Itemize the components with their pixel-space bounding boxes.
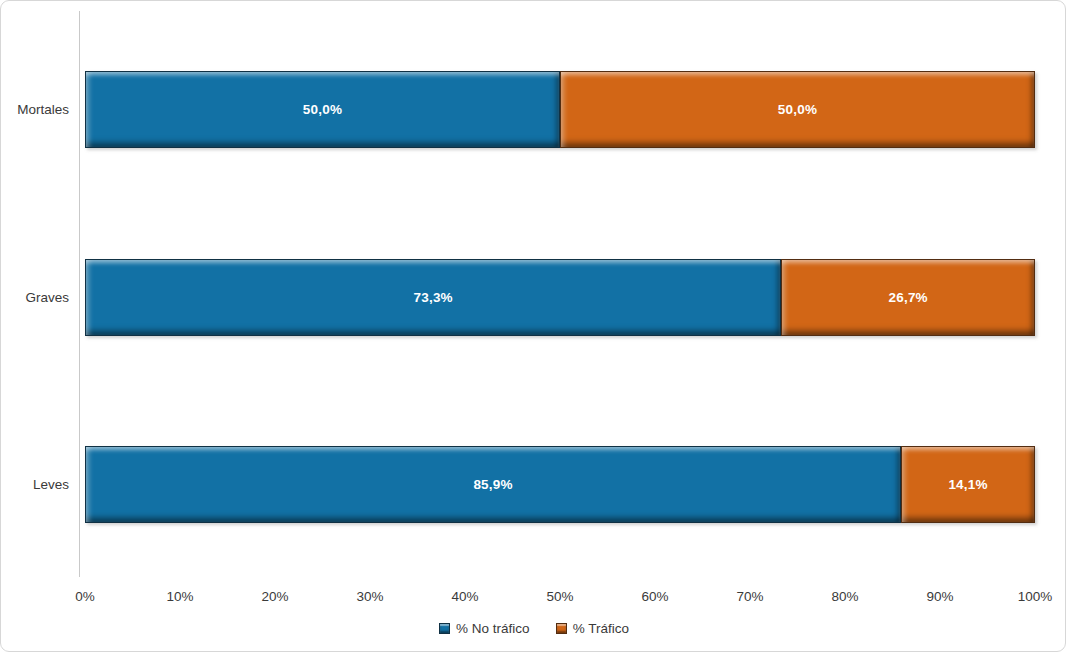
legend: % No tráfico % Tráfico [1,621,1066,636]
data-label: 50,0% [778,102,817,117]
legend-swatch-icon [439,623,450,634]
bar-segment-trafico[interactable]: 26,7% [781,259,1035,336]
legend-swatch-icon [556,623,567,634]
bar-segment-no-trafico[interactable]: 50,0% [85,71,560,148]
x-axis-tick-label: 90% [905,589,975,604]
plot-area: Mortales 50,0% 50,0% Graves 73,3% 26,7% Leves 8… [1,1,1066,581]
bar-segment-trafico[interactable]: 50,0% [560,71,1035,148]
chart-frame: Mortales 50,0% 50,0% Graves 73,3% 26,7% Leves 8… [0,0,1066,652]
x-axis-tick-label: 80% [810,589,880,604]
legend-label: % Tráfico [573,621,629,636]
bar-segment-trafico[interactable]: 14,1% [901,446,1035,523]
category-label: Graves [1,291,69,305]
legend-item-no-trafico[interactable]: % No tráfico [439,621,530,636]
x-axis-tick-label: 40% [430,589,500,604]
x-axis-tick-label: 10% [145,589,215,604]
legend-item-trafico[interactable]: % Tráfico [556,621,629,636]
x-axis-tick-label: 0% [50,589,120,604]
x-axis-tick-label: 30% [335,589,405,604]
y-axis-line [79,11,80,577]
legend-label: % No tráfico [456,621,530,636]
data-label: 85,9% [473,477,512,492]
data-label: 50,0% [303,102,342,117]
x-axis-tick-label: 20% [240,589,310,604]
bar-segment-no-trafico[interactable]: 73,3% [85,259,781,336]
x-axis-tick-label: 60% [620,589,690,604]
bar-segment-no-trafico[interactable]: 85,9% [85,446,901,523]
x-axis-tick-label: 50% [525,589,595,604]
x-axis: 0% 10% 20% 30% 40% 50% 60% 70% 80% 90% 100% [1,589,1066,609]
bar-stack: 50,0% 50,0% [85,71,1035,148]
data-label: 14,1% [948,477,987,492]
category-label: Mortales [1,103,69,117]
x-axis-tick-label: 70% [715,589,785,604]
bar-stack: 85,9% 14,1% [85,446,1035,523]
data-label: 26,7% [889,290,928,305]
bar-stack: 73,3% 26,7% [85,259,1035,336]
category-label: Leves [1,478,69,492]
x-axis-tick-label: 100% [1000,589,1066,604]
data-label: 73,3% [414,290,453,305]
